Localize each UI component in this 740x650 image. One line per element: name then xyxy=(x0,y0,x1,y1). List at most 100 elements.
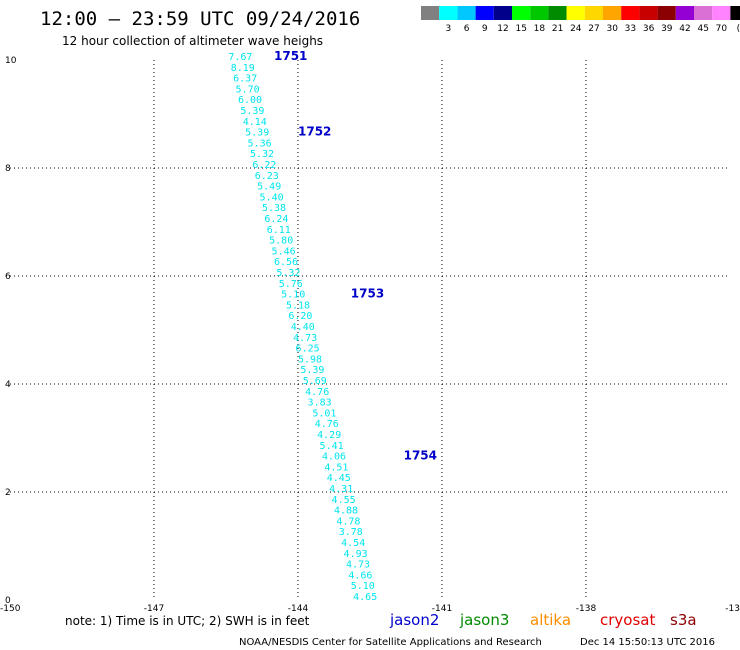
swh-value-label: 6.56 xyxy=(274,257,298,268)
swh-value-label: 5.36 xyxy=(248,138,272,149)
x-tick-label: -13 xyxy=(725,604,740,614)
swh-value-label: 4.76 xyxy=(315,419,339,430)
swh-value-label: 3.78 xyxy=(339,527,363,538)
legend-swatch-label: 3 xyxy=(446,24,452,34)
legend-swatch-label: 42 xyxy=(679,24,690,34)
swh-value-label: 5.10 xyxy=(281,290,305,301)
legend-swatch xyxy=(712,6,731,20)
legend-swatch xyxy=(657,6,676,20)
swh-value-label: 5.38 xyxy=(262,203,286,214)
time-label: 1753 xyxy=(351,287,384,301)
satellite-label-jason3: jason3 xyxy=(459,611,509,629)
swh-value-label: 4.54 xyxy=(341,538,365,549)
swh-value-label: 4.55 xyxy=(332,495,356,506)
timestamp-footer: Dec 14 15:50:13 UTC 2016 xyxy=(580,637,715,648)
swh-value-label: 4.73 xyxy=(346,560,370,571)
legend-swatch-label: 21 xyxy=(552,24,563,34)
legend-swatch-label: 15 xyxy=(515,24,526,34)
x-tick-label: -147 xyxy=(144,604,164,614)
y-tick-label: 8 xyxy=(5,164,11,174)
swh-value-label: 5.70 xyxy=(236,84,260,95)
legend-swatch xyxy=(566,6,585,20)
legend-swatch xyxy=(421,6,440,20)
swh-value-label: 4.29 xyxy=(317,430,341,441)
swh-value-label: 4.51 xyxy=(324,462,348,473)
time-label: 1754 xyxy=(404,449,437,463)
swh-value-label: 5.39 xyxy=(245,128,269,139)
legend-swatch xyxy=(548,6,567,20)
legend-swatch xyxy=(475,6,494,20)
legend-swatch xyxy=(639,6,658,20)
legend-swatch-label: 6 xyxy=(464,24,470,34)
y-tick-label: 0 xyxy=(5,596,11,606)
swh-value-label: 5.69 xyxy=(303,376,327,387)
satellite-label-cryosat: cryosat xyxy=(600,611,655,629)
x-axis-ticks: -150 -147 -144 -141 -138 -13 xyxy=(0,604,740,614)
swh-value-label: 6.00 xyxy=(238,95,262,106)
swh-value-label: 4.88 xyxy=(334,506,358,517)
swh-value-label: 8.19 xyxy=(231,63,255,74)
satellite-legend: jason2 jason3 altika cryosat s3a xyxy=(389,611,697,629)
legend-swatch-label: 33 xyxy=(625,24,636,34)
swh-value-label: 5.32 xyxy=(276,268,300,279)
swh-value-label: 5.39 xyxy=(240,106,264,117)
swh-value-label: 5.49 xyxy=(257,182,281,193)
legend-swatch xyxy=(493,6,512,20)
y-tick-label: 4 xyxy=(5,380,11,390)
credit-footer: NOAA/NESDIS Center for Satellite Applica… xyxy=(239,637,542,648)
swh-value-label: 3.83 xyxy=(308,398,332,409)
swh-value-label: 4.40 xyxy=(291,322,315,333)
legend-swatch-label: 39 xyxy=(661,24,673,34)
swh-value-label: 5.32 xyxy=(250,149,274,160)
swh-value-labels: 7.678.196.375.706.005.394.145.395.365.32… xyxy=(228,52,377,603)
time-label: 1752 xyxy=(298,125,331,139)
legend-swatch-label: 36 xyxy=(643,24,655,34)
swh-value-label: 5.76 xyxy=(279,279,303,290)
legend-swatch xyxy=(584,6,603,20)
legend-swatch-label: 30 xyxy=(606,24,618,34)
swh-value-label: 5.40 xyxy=(260,192,284,203)
y-tick-label: 2 xyxy=(5,488,11,498)
swh-value-label: 4.65 xyxy=(353,592,377,603)
swh-value-label: 6.20 xyxy=(288,311,312,322)
swh-value-label: 4.66 xyxy=(348,570,372,581)
swh-value-label: 6.37 xyxy=(233,74,257,85)
legend-swatch-label: 9 xyxy=(482,24,488,34)
y-tick-label: 6 xyxy=(5,272,11,282)
swh-value-label: 5.46 xyxy=(272,246,296,257)
swh-value-label: 5.18 xyxy=(286,300,310,311)
x-tick-label: -150 xyxy=(0,604,21,614)
legend-swatch xyxy=(530,6,549,20)
swh-value-label: 4.31 xyxy=(329,484,353,495)
chart-title: 12:00 – 23:59 UTC 09/24/2016 xyxy=(40,8,360,30)
chart-subtitle: 12 hour collection of altimeter wave hei… xyxy=(62,34,323,48)
units-note: note: 1) Time is in UTC; 2) SWH is in fe… xyxy=(65,614,310,628)
swh-value-label: 6.25 xyxy=(296,344,320,355)
legend-swatch xyxy=(512,6,531,20)
swh-value-label: 4.73 xyxy=(293,333,317,344)
time-label: 1751 xyxy=(274,49,307,63)
swh-value-label: 5.10 xyxy=(351,581,375,592)
swh-value-label: 4.45 xyxy=(327,473,351,484)
legend-swatch xyxy=(457,6,476,20)
legend-swatch xyxy=(439,6,458,20)
swh-value-label: 5.80 xyxy=(269,236,293,247)
legend-swatch xyxy=(730,6,740,20)
y-axis-ticks: 0 2 4 6 8 10 xyxy=(5,56,17,606)
swh-value-label: 5.98 xyxy=(298,354,322,365)
swh-value-label: 5.41 xyxy=(320,441,344,452)
legend-swatch xyxy=(621,6,640,20)
swh-value-label: 4.14 xyxy=(243,117,267,128)
legend-unit: (ft) xyxy=(737,24,740,34)
swh-value-label: 6.11 xyxy=(267,225,291,236)
swh-value-label: 4.78 xyxy=(336,516,360,527)
x-tick-label: -138 xyxy=(576,604,597,614)
legend-swatch-label: 45 xyxy=(697,24,708,34)
swh-value-label: 4.93 xyxy=(344,549,368,560)
swh-value-label: 5.01 xyxy=(312,408,336,419)
swh-value-label: 6.23 xyxy=(255,171,279,182)
legend-swatch xyxy=(694,6,713,20)
legend-swatch xyxy=(675,6,694,20)
